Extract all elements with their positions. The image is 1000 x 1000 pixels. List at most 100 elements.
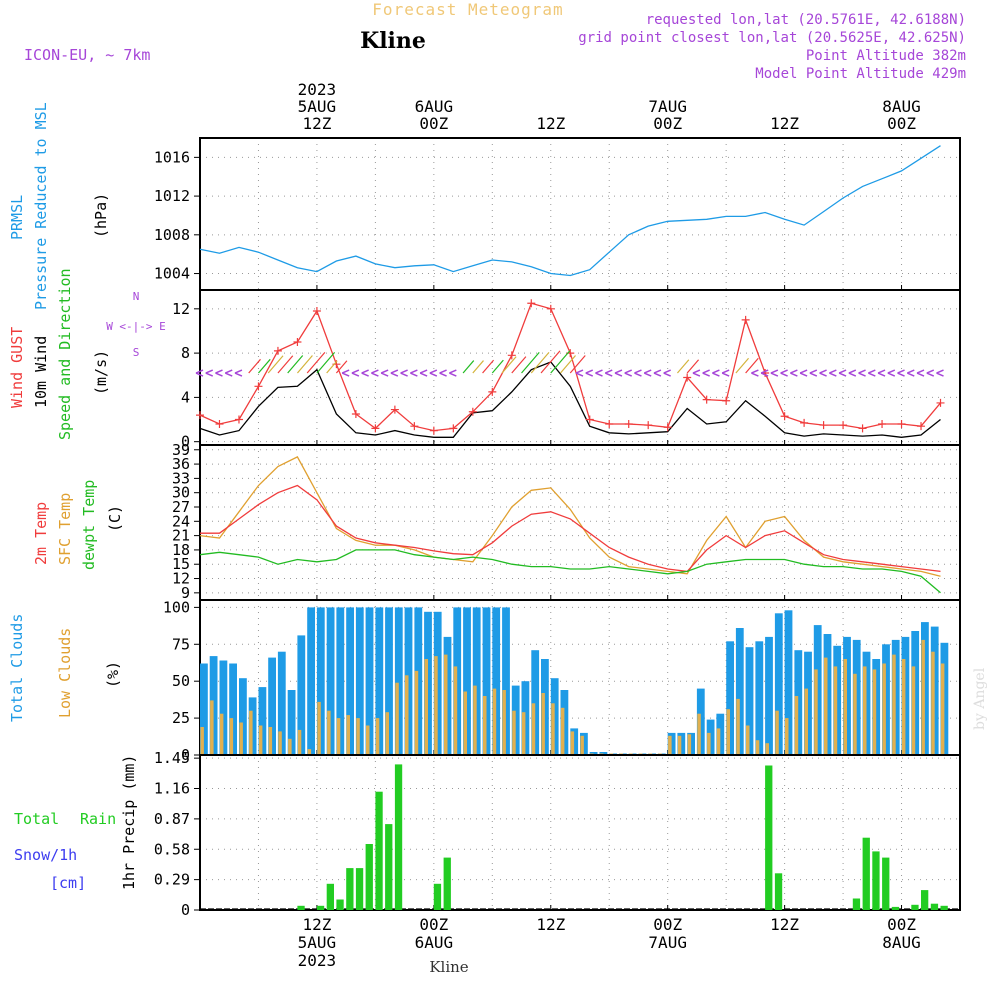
- total-rain-label-total: Total: [14, 810, 59, 828]
- wind-direction-arrow: [410, 369, 418, 377]
- compass-s: S: [133, 346, 140, 359]
- low-cloud-bar: [366, 725, 370, 755]
- total-cloud-bar: [463, 607, 471, 755]
- wind-direction-arrow: [335, 360, 348, 374]
- prmsl-desc-label: Pressure Reduced to MSL: [32, 102, 50, 310]
- panel-frame: [199, 289, 961, 446]
- gust-point: [234, 415, 243, 424]
- bottom-time-label: 12Z: [536, 915, 565, 934]
- low-cloud-bar: [288, 738, 292, 755]
- y-tick-label: 27: [172, 498, 190, 516]
- total-cloud-bar: [414, 607, 423, 755]
- wind-direction-arrow: [735, 357, 750, 374]
- wind-direction-arrow: [472, 360, 484, 374]
- total-cloud-bar: [307, 607, 315, 755]
- gust-point: [429, 426, 438, 435]
- y-tick-label: 0.58: [154, 840, 190, 858]
- low-cloud-bar: [424, 659, 428, 755]
- wind-direction-arrow: [663, 369, 671, 377]
- rain-bar: [443, 857, 451, 910]
- wind-direction-arrow: [585, 369, 594, 377]
- wind-direction-arrow: [790, 369, 798, 377]
- top-time-label: 7AUG: [648, 97, 687, 116]
- top-time-label: 00Z: [653, 114, 682, 133]
- low-cloud-bar: [512, 710, 516, 755]
- low-cloud-bar: [707, 732, 711, 755]
- total-cloud-bar: [316, 607, 325, 755]
- low-cloud-bar: [434, 656, 438, 755]
- low-cloud-bar: [551, 703, 555, 755]
- wind-direction-arrow: [848, 369, 857, 377]
- y-tick-label: 0.87: [154, 810, 190, 828]
- rain-bar: [891, 906, 900, 910]
- low-cloud-bar: [219, 713, 224, 755]
- y-tick-label: 12: [172, 570, 190, 588]
- gust-point: [624, 419, 633, 428]
- wind-direction-arrow: [676, 359, 690, 374]
- top-time-label: 12Z: [770, 114, 799, 133]
- total-cloud-bar: [200, 663, 208, 755]
- total-cloud-bar: [287, 690, 296, 755]
- rain-bar: [355, 868, 364, 910]
- pressure-unit: (hPa): [92, 193, 110, 238]
- wind-direction-arrow: [224, 369, 233, 377]
- model-name: ICON-EU, ~ 7km: [24, 46, 150, 64]
- low-cloud-bar: [824, 657, 828, 755]
- total-cloud-bar: [375, 607, 384, 755]
- rain-bar: [882, 857, 890, 910]
- gust-point: [254, 382, 263, 391]
- wind-direction-arrow: [215, 369, 223, 377]
- rain-bar: [385, 824, 393, 910]
- low-cloud-bar: [375, 718, 380, 755]
- total-cloud-bar: [735, 628, 744, 755]
- low-cloud-bar: [483, 696, 487, 755]
- wind-direction-arrow: [721, 369, 730, 377]
- rain-bar: [921, 890, 929, 910]
- low-cloud-bar: [785, 718, 789, 755]
- wind-direction-arrow: [462, 360, 475, 374]
- y-tick-label: 100: [163, 598, 190, 616]
- low-cloud-bar: [901, 659, 906, 755]
- y-tick-label: 15: [172, 555, 190, 573]
- wind-direction-arrow: [712, 369, 720, 377]
- low-cloud-bar: [872, 669, 877, 755]
- wind-direction-arrow: [745, 357, 759, 374]
- y-tick-label: 1.45: [154, 749, 190, 767]
- total-cloud-bar: [326, 607, 335, 755]
- total-cloud-bar: [492, 607, 501, 755]
- low-cloud-bar: [492, 688, 497, 755]
- prmsl-line: [199, 145, 941, 277]
- gust-point: [683, 373, 692, 382]
- gust-point: [527, 299, 536, 308]
- total-cloud-bar: [755, 641, 764, 755]
- bottom-time-label: 12Z: [302, 915, 331, 934]
- y-tick-label: 4: [181, 388, 190, 406]
- wind-dir-label: Speed and Direction: [56, 268, 74, 440]
- wind-direction-arrow: [653, 369, 662, 377]
- total-cloud-bar: [472, 607, 481, 755]
- wind-direction-arrow: [287, 355, 304, 374]
- y-tick-label: 50: [172, 672, 190, 690]
- wind-direction-arrow: [575, 369, 584, 377]
- wind-direction-arrow: [429, 369, 438, 377]
- low-clouds-label: Low Clouds: [56, 628, 74, 718]
- wind-direction-arrow: [887, 369, 896, 377]
- low-cloud-bar: [521, 712, 526, 755]
- wind-direction-arrow: [897, 369, 905, 377]
- total-cloud-bar: [502, 607, 510, 755]
- model-altitude: Model Point Altitude 429m: [755, 66, 966, 82]
- panel-frame: [199, 754, 961, 911]
- wind-direction-arrow: [868, 369, 876, 377]
- wind-direction-arrow: [195, 369, 204, 377]
- wind-direction-arrow: [702, 369, 710, 377]
- gust-point: [390, 405, 399, 414]
- gust-point: [351, 410, 360, 418]
- wind-direction-arrow: [316, 351, 336, 374]
- low-cloud-bar: [395, 682, 399, 755]
- rain-bar: [326, 883, 334, 910]
- rain-bar: [365, 844, 373, 910]
- low-cloud-bar: [892, 654, 896, 755]
- low-cloud-bar: [570, 731, 575, 755]
